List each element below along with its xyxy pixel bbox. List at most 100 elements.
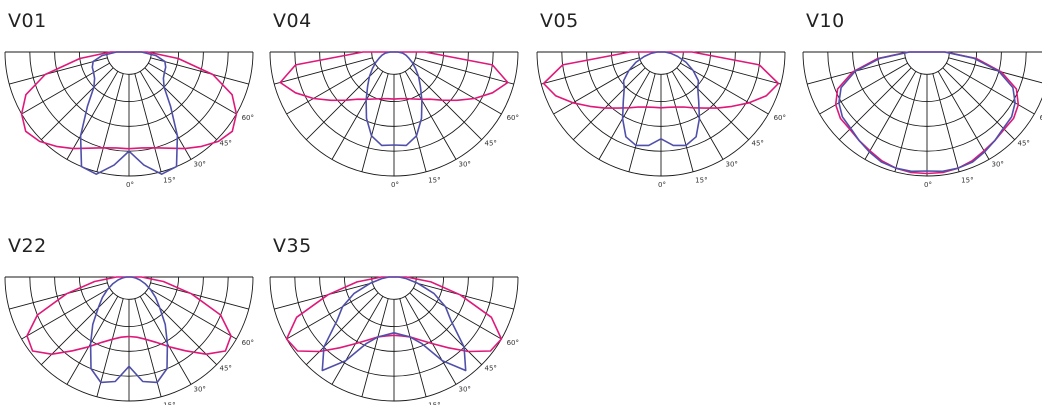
grid-ring <box>802 51 1042 177</box>
angle-label: 15° <box>961 177 973 185</box>
curve-c90 <box>79 51 179 175</box>
grid-spoke <box>628 73 656 172</box>
polar-diagram: 0°15°30°45°60° <box>269 51 519 189</box>
grid-spoke <box>286 62 375 115</box>
grid-spoke <box>41 292 114 365</box>
panel-title: V05 <box>540 10 579 32</box>
grid-ring <box>586 51 736 127</box>
grid-spoke <box>150 57 249 85</box>
polar-panel-v10: V10 0° 15° 30° 45° 60° <box>798 0 1042 200</box>
grid-spoke <box>21 287 110 340</box>
curve-c90 <box>621 51 701 147</box>
grid-ring <box>852 51 1002 127</box>
curve-c0 <box>542 51 780 109</box>
angle-label: 15° <box>428 177 440 185</box>
grid-spoke <box>286 287 375 340</box>
polar-panel-v01: V01 0° 15° 30° 45° 60° <box>0 0 260 200</box>
grid-spoke <box>274 282 373 310</box>
grid-ring <box>269 51 519 177</box>
grid-ring <box>343 51 445 102</box>
angle-label: 0° <box>391 181 399 189</box>
grid-ring <box>319 51 469 127</box>
grid-ring <box>78 276 180 327</box>
grid-ring <box>561 51 761 152</box>
polar-panel-v04: V04 0° 15° 30° 45° 60° <box>265 0 525 200</box>
grid-spoke <box>306 292 379 365</box>
grid-spoke <box>682 57 781 85</box>
angle-label: 45° <box>220 365 232 373</box>
grid-spoke <box>139 296 192 385</box>
grid-ring <box>78 51 180 102</box>
grid-ring <box>4 51 254 177</box>
grid-spoke <box>409 292 482 365</box>
polar-panel-v05: V05 0° 15° 30° 45° 60° <box>532 0 792 200</box>
grid-spoke <box>946 62 1035 115</box>
angle-label: 30° <box>726 161 738 169</box>
grid-ring <box>106 51 152 75</box>
angle-label: 60° <box>242 114 254 122</box>
grid-spoke <box>134 73 162 172</box>
grid-spoke <box>399 73 427 172</box>
grid-spoke <box>361 73 389 172</box>
grid-spoke <box>21 62 110 115</box>
grid-spoke <box>937 71 990 160</box>
grid-spoke <box>399 298 427 397</box>
grid-spoke <box>942 67 1015 140</box>
grid-ring <box>371 51 417 75</box>
grid-spoke <box>9 57 108 85</box>
polar-diagram: 0°15°30°45°60° <box>4 276 254 405</box>
angle-label: 30° <box>459 161 471 169</box>
grid-spoke <box>409 67 482 140</box>
grid-ring <box>904 51 950 75</box>
grid-spoke <box>404 71 457 160</box>
grid-spoke <box>66 296 119 385</box>
grid-spoke <box>144 292 217 365</box>
angle-label: 60° <box>242 339 254 347</box>
angle-label: 30° <box>194 161 206 169</box>
angle-label: 60° <box>507 339 519 347</box>
polar-diagram: 0°15°30°45°60° <box>4 51 254 189</box>
grid-spoke <box>666 73 694 172</box>
curve-c0 <box>20 51 238 150</box>
angle-label: 45° <box>1018 140 1030 148</box>
grid-ring <box>610 51 712 102</box>
grid-ring <box>294 276 494 377</box>
angle-label: 15° <box>163 177 175 185</box>
angle-label: 45° <box>752 140 764 148</box>
grid-spoke <box>96 298 124 397</box>
angle-label: 60° <box>1040 114 1042 122</box>
grid-spoke <box>415 282 514 310</box>
grid-spoke <box>932 73 960 172</box>
grid-spoke <box>150 282 249 310</box>
angle-label: 15° <box>428 402 440 405</box>
panel-title: V10 <box>806 10 845 32</box>
grid-spoke <box>139 71 192 160</box>
grid-spoke <box>96 73 124 172</box>
angle-label: 45° <box>485 140 497 148</box>
angle-label: 45° <box>220 140 232 148</box>
grid-spoke <box>415 57 514 85</box>
grid-ring <box>54 276 204 352</box>
grid-ring <box>29 276 229 377</box>
grid-spoke <box>331 71 384 160</box>
grid-spoke <box>541 57 640 85</box>
grid-spoke <box>553 62 642 115</box>
panel-title: V01 <box>8 10 47 32</box>
grid-spoke <box>9 282 108 310</box>
grid-ring <box>4 276 254 402</box>
grid-spoke <box>948 57 1042 84</box>
angle-label: 60° <box>774 114 786 122</box>
curve-c0 <box>285 276 503 353</box>
grid-ring <box>319 276 469 352</box>
grid-spoke <box>894 73 922 172</box>
grid-spoke <box>671 71 724 160</box>
grid-ring <box>371 276 417 300</box>
grid-spoke <box>274 57 373 85</box>
grid-spoke <box>331 296 384 385</box>
angle-label: 15° <box>695 177 707 185</box>
curve-c90 <box>321 276 467 372</box>
curve-c90 <box>365 51 423 147</box>
grid-ring <box>54 51 204 127</box>
grid-spoke <box>66 71 119 160</box>
angle-label: 0° <box>924 181 932 189</box>
